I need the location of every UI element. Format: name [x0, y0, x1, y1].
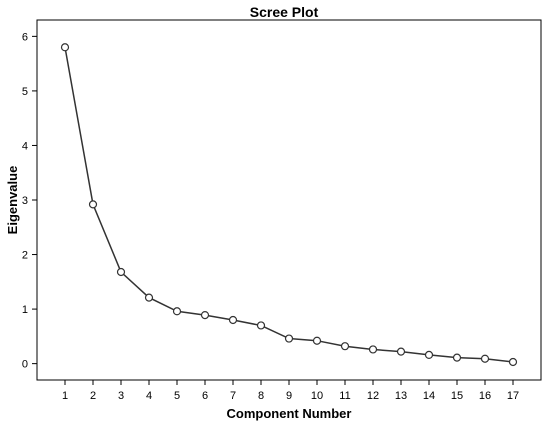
- data-point: [256, 321, 266, 330]
- data-point: [368, 345, 378, 354]
- y-tick-label: 4: [22, 140, 28, 152]
- plot-frame: [36, 19, 542, 381]
- data-point: [424, 350, 434, 360]
- y-axis-title: Eigenvalue: [5, 166, 20, 235]
- y-axis: 0 1 2 3 4 5 6: [22, 31, 37, 371]
- x-tick-label: 16: [479, 390, 491, 402]
- x-tick-label: 1: [62, 390, 68, 402]
- x-tick-label: 15: [451, 390, 463, 402]
- y-tick-label: 2: [22, 250, 28, 262]
- y-tick-label: 0: [22, 359, 28, 371]
- data-point: [88, 200, 98, 209]
- eigenvalue-line: [64, 47, 514, 363]
- y-tick-label: 5: [22, 86, 28, 98]
- x-tick-label: 13: [395, 390, 407, 402]
- x-tick-label: 3: [118, 390, 124, 402]
- data-point: [228, 315, 238, 325]
- data-point: [452, 353, 462, 362]
- x-tick-label: 14: [423, 390, 435, 402]
- eigenvalue-points: [60, 43, 518, 367]
- data-point: [340, 342, 350, 351]
- data-point: [480, 354, 490, 363]
- x-axis-title: Component Number: [227, 406, 352, 421]
- x-tick-label: 10: [311, 390, 323, 402]
- data-point: [60, 43, 70, 52]
- x-tick-label: 5: [174, 390, 180, 402]
- x-tick-label: 7: [230, 390, 236, 402]
- x-tick-label: 11: [339, 390, 350, 402]
- data-point: [116, 267, 126, 277]
- y-tick-label: 6: [22, 31, 28, 43]
- chart-title: Scree Plot: [250, 4, 319, 20]
- y-tick-label: 1: [22, 304, 28, 316]
- x-tick-label: 9: [286, 390, 292, 402]
- data-point: [200, 310, 210, 320]
- x-tick-label: 17: [507, 390, 519, 402]
- data-point: [312, 336, 322, 345]
- x-tick-label: 8: [258, 390, 264, 402]
- x-tick-label: 12: [367, 390, 379, 402]
- x-tick-label: 6: [202, 390, 208, 402]
- data-point: [172, 307, 182, 316]
- x-tick-label: 2: [90, 390, 96, 402]
- data-point: [396, 347, 406, 356]
- data-point: [144, 293, 154, 302]
- data-point: [508, 357, 518, 367]
- y-tick-label: 3: [22, 195, 28, 207]
- x-tick-label: 4: [146, 390, 152, 402]
- x-axis: 1 2 3 4 5 6 7 8 9 10 11 12 13 14 15 16 17: [62, 380, 519, 402]
- data-point: [284, 334, 294, 343]
